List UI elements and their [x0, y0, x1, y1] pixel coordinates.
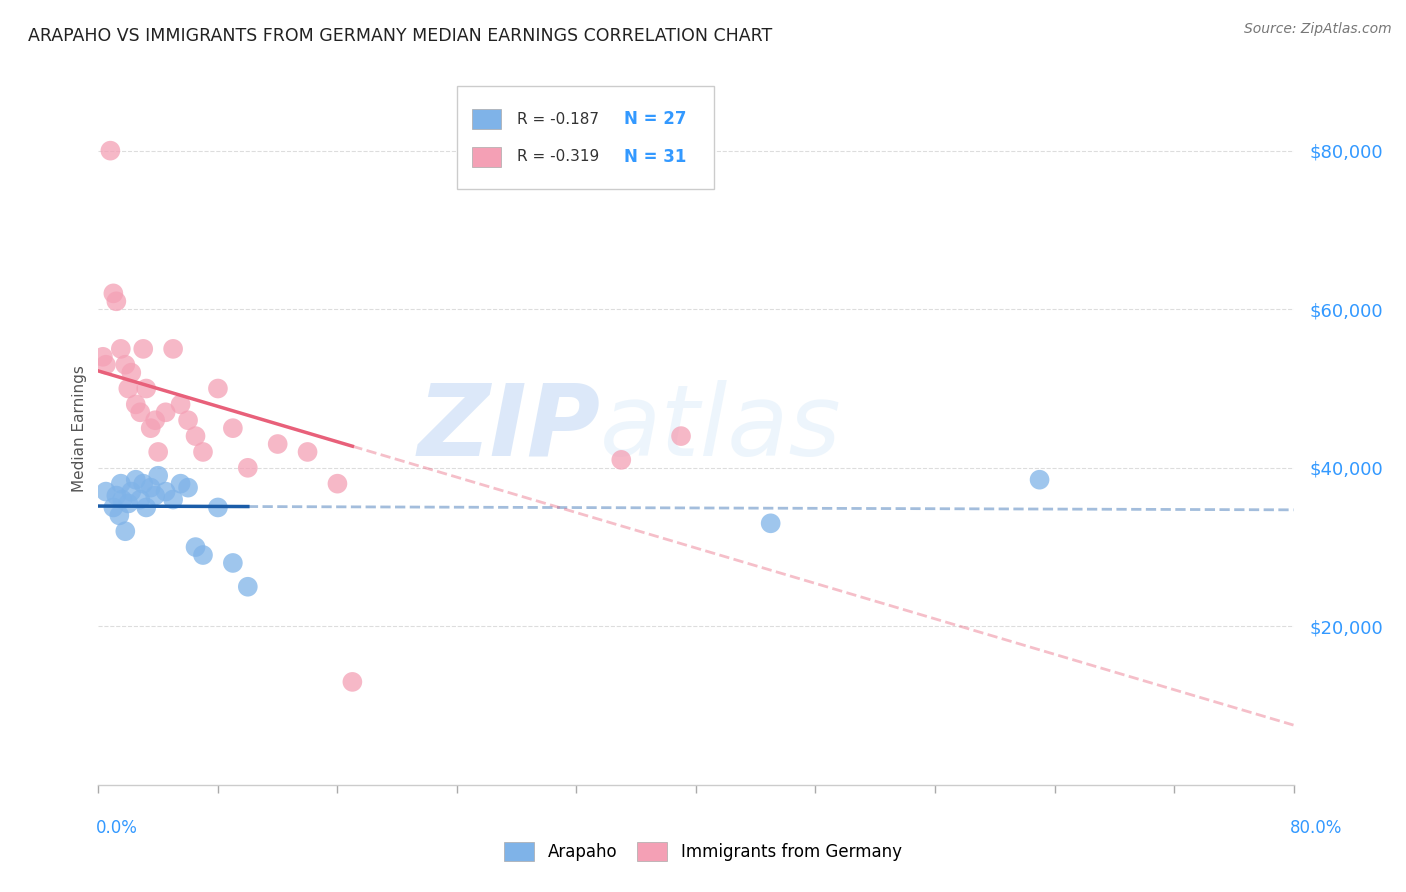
Text: N = 31: N = 31 — [624, 148, 686, 166]
Point — [139, 421, 162, 435]
Point — [129, 492, 152, 507]
Legend: Arapaho, Immigrants from Germany: Arapaho, Immigrants from Germany — [498, 835, 908, 868]
Point — [117, 382, 139, 396]
Point — [117, 496, 139, 510]
Point — [162, 492, 184, 507]
Point — [207, 500, 229, 515]
Point — [184, 540, 207, 554]
Point — [120, 484, 142, 499]
Text: Source: ZipAtlas.com: Source: ZipAtlas.com — [1244, 22, 1392, 37]
Point — [162, 342, 184, 356]
Text: N = 27: N = 27 — [624, 111, 686, 128]
Point — [103, 286, 125, 301]
Point — [191, 445, 214, 459]
Point — [148, 468, 170, 483]
Text: 0.0%: 0.0% — [96, 819, 138, 837]
Point — [114, 524, 136, 539]
Point — [125, 473, 148, 487]
Point — [191, 548, 214, 562]
Text: ZIP: ZIP — [418, 380, 600, 476]
Bar — [472, 147, 501, 167]
Point — [169, 397, 191, 411]
Point — [139, 481, 162, 495]
Point — [342, 674, 364, 689]
Point — [135, 382, 157, 396]
Point — [94, 358, 117, 372]
Point — [111, 492, 134, 507]
Text: ARAPAHO VS IMMIGRANTS FROM GERMANY MEDIAN EARNINGS CORRELATION CHART: ARAPAHO VS IMMIGRANTS FROM GERMANY MEDIA… — [28, 27, 772, 45]
Point — [267, 437, 290, 451]
Text: atlas: atlas — [600, 380, 842, 476]
Point — [108, 508, 131, 523]
Point — [110, 476, 132, 491]
Point — [610, 453, 633, 467]
Point — [125, 397, 148, 411]
Point — [184, 429, 207, 443]
Point — [105, 489, 128, 503]
Point — [177, 413, 200, 427]
Point — [1028, 473, 1050, 487]
Point — [155, 484, 177, 499]
Point — [155, 405, 177, 419]
Point — [120, 366, 142, 380]
Point — [177, 481, 200, 495]
Point — [222, 421, 245, 435]
Point — [114, 358, 136, 372]
Point — [129, 405, 152, 419]
Point — [148, 445, 170, 459]
Point — [236, 460, 259, 475]
Text: R = -0.187: R = -0.187 — [517, 112, 599, 127]
Point — [222, 556, 245, 570]
Point — [103, 500, 125, 515]
FancyBboxPatch shape — [457, 86, 714, 189]
Y-axis label: Median Earnings: Median Earnings — [72, 365, 87, 491]
Point — [110, 342, 132, 356]
Bar — [472, 109, 501, 129]
Text: 80.0%: 80.0% — [1291, 819, 1343, 837]
Point — [132, 476, 155, 491]
Text: R = -0.319: R = -0.319 — [517, 150, 599, 164]
Point — [297, 445, 319, 459]
Point — [94, 484, 117, 499]
Point — [143, 413, 166, 427]
Point — [143, 489, 166, 503]
Point — [132, 342, 155, 356]
Point — [326, 476, 349, 491]
Point — [669, 429, 692, 443]
Point — [98, 144, 122, 158]
Point — [91, 350, 114, 364]
Point — [169, 476, 191, 491]
Point — [759, 516, 782, 531]
Point — [236, 580, 259, 594]
Point — [135, 500, 157, 515]
Point — [207, 382, 229, 396]
Point — [105, 294, 128, 309]
